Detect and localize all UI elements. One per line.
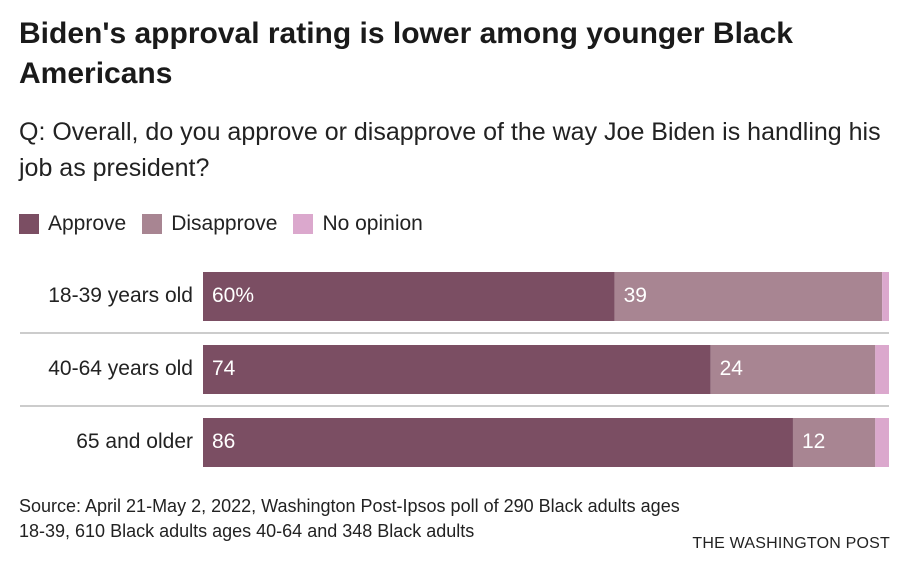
legend-swatch-approve xyxy=(19,214,39,234)
stacked-bar-chart: 18-39 years old 60% 39 40-64 years old 74 24 6… xyxy=(20,272,889,467)
chart-subtitle: Q: Overall, do you approve or disapprove… xyxy=(19,118,881,182)
legend-label-no-opinion: No opinion xyxy=(322,212,423,235)
data-label: 60% xyxy=(212,284,254,307)
category-label: 40-64 years old xyxy=(48,357,193,380)
legend-label-disapprove: Disapprove xyxy=(171,212,278,235)
bar-segment-no-opinion xyxy=(882,272,889,321)
category-label: 65 and older xyxy=(76,430,193,453)
bar-segment-disapprove xyxy=(710,345,876,394)
chart-title: Biden's approval rating is lower among y… xyxy=(19,17,793,90)
bar-segment-disapprove xyxy=(614,272,883,321)
data-label: 86 xyxy=(212,430,235,453)
legend-item-no-opinion: No opinion xyxy=(293,212,423,236)
publisher-credit: THE WASHINGTON POST xyxy=(692,535,890,552)
data-label: 74 xyxy=(212,357,236,380)
bar-segment-approve xyxy=(203,418,793,467)
legend-swatch-no-opinion xyxy=(293,214,314,234)
bar-segment-approve xyxy=(203,272,615,321)
bar-segment-no-opinion xyxy=(875,345,889,394)
legend: Approve Disapprove No opinion xyxy=(19,212,439,236)
category-label: 18-39 years old xyxy=(48,284,193,307)
bar-segment-approve xyxy=(203,345,711,394)
bar-segment-disapprove xyxy=(792,418,876,467)
legend-swatch-disapprove xyxy=(142,214,163,234)
bar-segment-no-opinion xyxy=(875,418,889,467)
legend-label-approve: Approve xyxy=(48,212,127,235)
data-label: 24 xyxy=(720,357,744,380)
data-label: 12 xyxy=(802,430,825,453)
legend-item-disapprove: Disapprove xyxy=(142,212,277,236)
data-label: 39 xyxy=(624,284,647,307)
source-note: Source: April 21-May 2, 2022, Washington… xyxy=(19,496,680,541)
legend-item-approve: Approve xyxy=(19,212,126,236)
